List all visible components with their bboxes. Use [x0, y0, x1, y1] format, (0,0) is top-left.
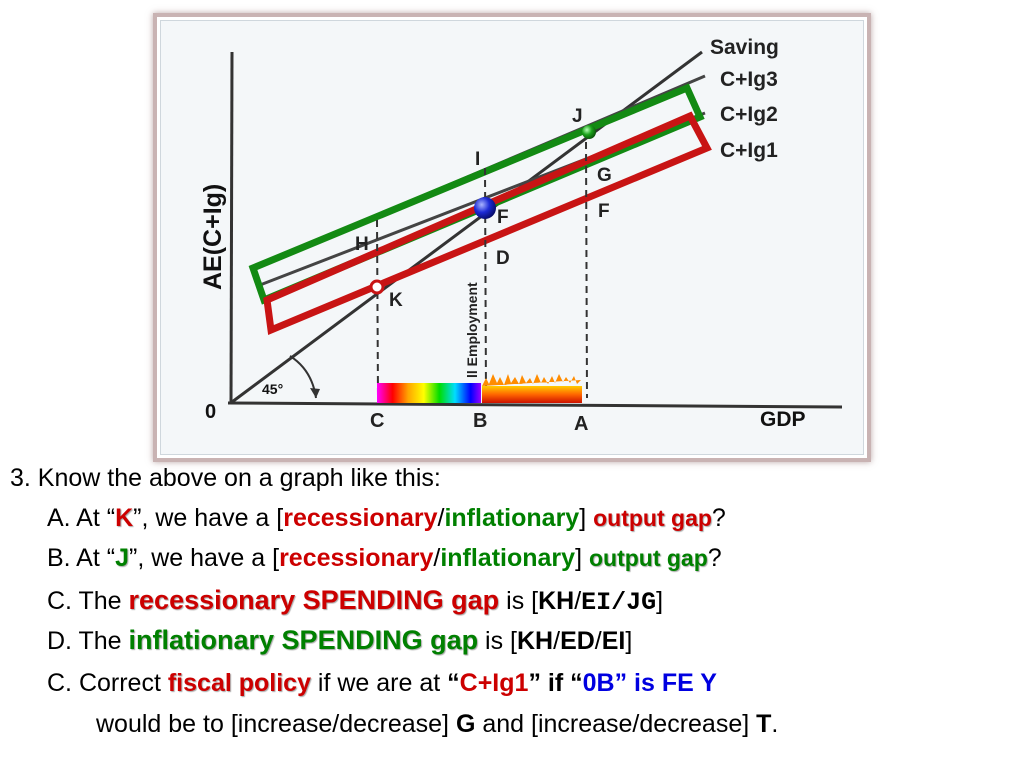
qc-answer-kh: KH — [538, 587, 575, 615]
x-axis — [227, 401, 843, 409]
qa-prefix: A. At “ — [47, 504, 116, 532]
question-b: B. At “J”, we have a [recessionary/infla… — [47, 540, 722, 577]
qd-prefix: D. The — [47, 627, 129, 655]
qe-if-quote: ” if “ — [528, 669, 583, 697]
full-employment-label: ll Employment — [464, 282, 480, 378]
point-label-h: H — [355, 234, 369, 255]
qd-end: ] — [625, 627, 633, 655]
qa-end: ? — [711, 504, 726, 532]
y-axis — [229, 51, 234, 404]
angle-arrowhead — [310, 388, 320, 398]
red-box — [263, 111, 712, 335]
qc-slash: / — [574, 587, 582, 615]
qc-prefix: C. The — [47, 587, 129, 615]
qd-slash-1: / — [553, 627, 561, 655]
qb-point: J — [115, 544, 129, 572]
point-label-d: D — [496, 248, 510, 269]
y-axis-label: AE(C+Ig) — [199, 184, 227, 290]
qb-option-inflationary: inflationary — [440, 544, 576, 572]
inflationary-gap-bar — [482, 386, 582, 403]
qa-option-recessionary: recessionary — [283, 504, 438, 532]
qa-mid: ”, we have a [ — [133, 504, 284, 532]
point-label-j: J — [572, 106, 583, 127]
point-label-k: K — [389, 290, 403, 311]
qd-answer-ed: ED — [560, 627, 595, 655]
qa-slash: / — [437, 504, 445, 532]
question-f: would be to [increase/decrease] G and [i… — [96, 706, 778, 743]
point-j-ball — [582, 125, 596, 139]
qf-t: T — [756, 710, 772, 738]
curve-label-c-ig3: C+Ig3 — [720, 68, 778, 91]
qe-fiscal-policy: fiscal policy — [167, 669, 311, 697]
curve-label-saving: Saving — [710, 36, 779, 59]
intro-line: 3. Know the above on a graph like this: — [10, 460, 441, 497]
qb-mid: ”, we have a [ — [129, 544, 280, 572]
qb-output-gap: output gap — [588, 545, 708, 571]
qc-mid: is [ — [499, 587, 539, 615]
qb-end: ? — [707, 544, 722, 572]
x-axis-label: GDP — [760, 408, 806, 431]
question-e: C. Correct fiscal policy if we are at “C… — [47, 665, 717, 702]
angle-arc — [289, 355, 317, 399]
qb-close: ] — [575, 544, 589, 572]
qf-prefix: would be to [increase/decrease] — [96, 710, 456, 738]
qd-mid: is [ — [478, 627, 517, 655]
qa-close: ] — [579, 504, 594, 532]
question-c: C. The recessionary SPENDING gap is [KH/… — [47, 582, 663, 621]
qd-answer-kh: KH — [517, 627, 554, 655]
qc-answer-ei-jg: EI/JG — [581, 588, 657, 617]
qd-inflationary-spending-gap: inflationary SPENDING gap — [128, 625, 479, 655]
qb-slash: / — [433, 544, 441, 572]
qe-point-0b: 0B” — [582, 669, 628, 697]
qe-prefix: C. Correct — [47, 669, 168, 697]
flame-edge — [482, 374, 581, 386]
question-d: D. The inflationary SPENDING gap is [KH/… — [47, 622, 632, 660]
x-tick-a: A — [574, 413, 588, 435]
qc-recessionary-spending-gap: recessionary SPENDING gap — [128, 585, 500, 615]
qd-answer-ei: EI — [601, 627, 626, 655]
green-box — [248, 83, 705, 305]
qe-open-quote: “ — [447, 669, 460, 697]
qb-option-recessionary: recessionary — [279, 544, 434, 572]
point-label-g: G — [597, 165, 612, 186]
qf-g: G — [455, 710, 476, 738]
curve-label-c-ig1: C+Ig1 — [720, 139, 778, 162]
point-k-marker — [369, 279, 385, 295]
point-label-i: I — [475, 149, 480, 170]
x-tick-c: C — [370, 410, 384, 432]
point-label-f-lower: F — [598, 201, 610, 222]
qf-mid: and [increase/decrease] — [475, 710, 757, 738]
dashed-a — [585, 141, 588, 399]
question-a: A. At “K”, we have a [recessionary/infla… — [47, 500, 726, 537]
qa-option-inflationary: inflationary — [444, 504, 580, 532]
intro-text: 3. Know the above on a graph like this: — [10, 464, 441, 492]
qf-end: . — [771, 710, 779, 738]
qe-mid: if we are at — [310, 669, 448, 697]
curve-label-c-ig2: C+Ig2 — [720, 103, 778, 126]
qa-point: K — [115, 504, 134, 532]
dashed-c — [376, 219, 379, 399]
recessionary-gap-bar — [377, 383, 481, 403]
point-label-f-upper: F — [497, 207, 509, 228]
x-tick-b: B — [473, 410, 487, 432]
point-e-ball — [474, 197, 496, 219]
qd-slash-2: / — [594, 627, 602, 655]
qb-prefix: B. At “ — [47, 544, 116, 572]
angle-label: 45° — [262, 381, 283, 397]
origin-label: 0 — [205, 401, 216, 423]
qe-full-employment-y: is FE Y — [627, 669, 717, 697]
qc-end: ] — [656, 587, 664, 615]
qa-output-gap: output gap — [593, 505, 712, 531]
qe-curve-c-ig1: C+Ig1 — [459, 669, 529, 697]
